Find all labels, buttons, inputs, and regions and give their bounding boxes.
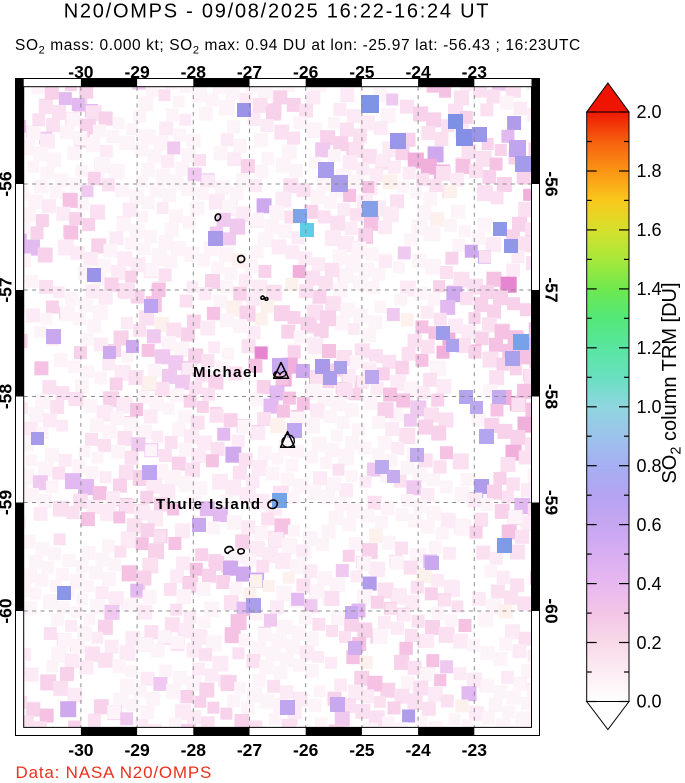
svg-text:-25: -25 (349, 62, 375, 82)
svg-text:-26: -26 (293, 740, 319, 760)
svg-text:-23: -23 (462, 740, 488, 760)
svg-text:-30: -30 (68, 62, 94, 82)
svg-text:-30: -30 (68, 740, 94, 760)
svg-text:0.2: 0.2 (637, 633, 662, 653)
svg-text:-29: -29 (124, 62, 150, 82)
svg-text:-23: -23 (462, 62, 488, 82)
svg-text:1.0: 1.0 (637, 397, 662, 417)
svg-text:-60: -60 (541, 598, 561, 624)
svg-text:SO2 mass: 0.000 kt; SO2 max: 0: SO2 mass: 0.000 kt; SO2 max: 0.94 DU at … (15, 37, 581, 57)
svg-text:Thule Island: Thule Island (156, 496, 262, 513)
svg-text:Data: NASA N20/OMPS: Data: NASA N20/OMPS (16, 763, 213, 782)
svg-text:0.6: 0.6 (637, 515, 662, 535)
svg-text:N20/OMPS - 09/08/2025 16:22-16: N20/OMPS - 09/08/2025 16:22-16:24 UT (64, 1, 491, 23)
svg-text:2.0: 2.0 (637, 102, 662, 122)
svg-text:1.4: 1.4 (637, 279, 662, 299)
svg-text:-29: -29 (124, 740, 150, 760)
svg-text:Michael: Michael (193, 364, 259, 381)
svg-text:-59: -59 (0, 490, 16, 516)
svg-text:-60: -60 (0, 598, 16, 624)
svg-text:-56: -56 (541, 171, 561, 197)
svg-text:1.8: 1.8 (637, 161, 662, 181)
svg-text:0.4: 0.4 (637, 574, 662, 594)
svg-text:0.0: 0.0 (637, 692, 662, 712)
svg-text:1.6: 1.6 (637, 220, 662, 240)
svg-text:1.2: 1.2 (637, 338, 662, 358)
svg-text:-59: -59 (541, 490, 561, 516)
svg-text:-58: -58 (0, 384, 16, 410)
svg-text:-56: -56 (0, 171, 16, 197)
svg-text:-57: -57 (0, 277, 16, 302)
svg-text:-27: -27 (237, 740, 262, 760)
svg-text:0.8: 0.8 (637, 456, 662, 476)
svg-text:-25: -25 (349, 740, 375, 760)
svg-text:-24: -24 (405, 62, 431, 82)
svg-text:-26: -26 (293, 62, 319, 82)
svg-text:-24: -24 (405, 740, 431, 760)
svg-text:-57: -57 (541, 277, 561, 302)
svg-text:-27: -27 (237, 62, 262, 82)
svg-text:-28: -28 (181, 62, 207, 82)
svg-text:-28: -28 (181, 740, 207, 760)
svg-text:-58: -58 (541, 384, 561, 410)
